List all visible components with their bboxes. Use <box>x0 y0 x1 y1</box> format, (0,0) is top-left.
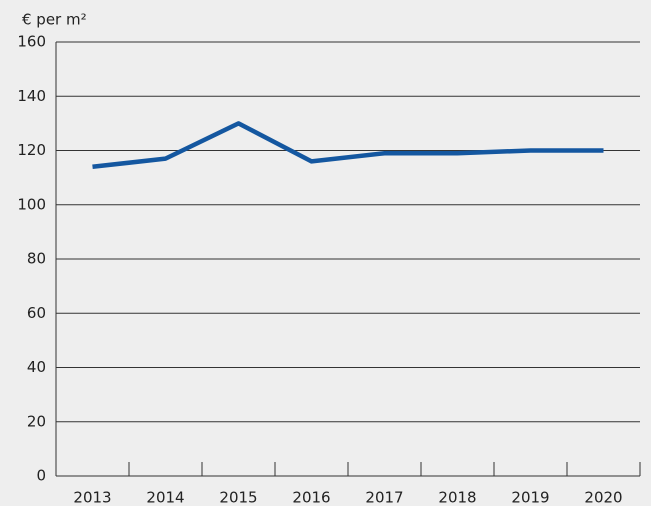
x-tick-label: 2018 <box>438 489 476 506</box>
y-tick-label: 40 <box>27 358 46 376</box>
y-tick-label: 80 <box>27 250 46 268</box>
y-tick-label: 140 <box>17 87 46 105</box>
line-series <box>92 121 604 170</box>
x-tick-label: 2015 <box>219 489 257 506</box>
x-tick-label: 2020 <box>584 489 622 506</box>
y-tick-label: 100 <box>17 195 46 213</box>
y-tick-label: 20 <box>27 412 46 430</box>
x-tick-label: 2013 <box>73 489 111 506</box>
x-tick-label: 2019 <box>511 489 549 506</box>
y-tick-label: 0 <box>36 467 46 485</box>
y-axis-label: € per m² <box>22 11 87 29</box>
y-tick-label: 160 <box>17 33 46 51</box>
x-tick-label: 2014 <box>146 489 184 506</box>
y-tick-label: 120 <box>17 141 46 159</box>
x-tick-label: 2017 <box>365 489 403 506</box>
y-tick-label: 60 <box>27 304 46 322</box>
x-tick-label: 2016 <box>292 489 330 506</box>
